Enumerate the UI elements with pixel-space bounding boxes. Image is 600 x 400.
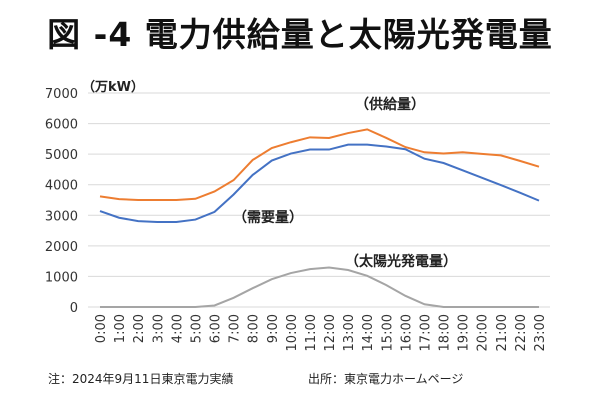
x-tick-label: 2:00: [132, 314, 147, 343]
series-label: （太陽光発電量）: [345, 253, 457, 270]
y-tick-label: 1000: [45, 270, 78, 285]
x-tick-label: 12:00: [323, 314, 338, 351]
x-tick-label: 0:00: [94, 314, 109, 343]
y-tick-label: 3000: [45, 209, 78, 224]
x-tick-label: 10:00: [285, 314, 300, 351]
x-tick-label: 13:00: [342, 314, 357, 351]
x-tick-label: 7:00: [228, 314, 243, 343]
x-tick-label: 17:00: [418, 314, 433, 351]
x-tick-label: 8:00: [247, 314, 262, 343]
x-tick-label: 11:00: [304, 314, 319, 351]
y-tick-label: 6000: [45, 118, 78, 133]
y-tick-label: 5000: [45, 148, 78, 163]
chart-title: 図 -4 電力供給量と太陽光発電量: [47, 15, 553, 54]
series-line-2: [100, 266, 539, 308]
x-tick-label: 20:00: [476, 314, 491, 351]
x-tick-label: 18:00: [438, 314, 453, 351]
x-tick-label: 6:00: [209, 314, 224, 343]
series-line-0: [99, 128, 540, 201]
series-label: （需要量）: [233, 209, 303, 226]
source-note: 出所：東京電力ホームページ: [308, 372, 464, 386]
series-line-1: [99, 143, 540, 224]
x-tick-label: 9:00: [266, 314, 281, 343]
series-label: （供給量）: [355, 96, 425, 113]
x-tick-label: 21:00: [495, 314, 510, 351]
x-tick-label: 14:00: [361, 314, 376, 351]
x-tick-label: 16:00: [399, 314, 414, 351]
x-tick-label: 4:00: [170, 314, 185, 343]
y-axis-unit: （万kW）: [82, 80, 144, 95]
x-tick-label: 23:00: [533, 314, 548, 351]
y-tick-label: 2000: [45, 240, 78, 255]
y-tick-label: 7000: [45, 87, 78, 102]
x-tick-label: 3:00: [151, 314, 166, 343]
y-tick-label: 4000: [45, 179, 78, 194]
x-tick-label: 1:00: [113, 314, 128, 343]
x-tick-label: 15:00: [380, 314, 395, 351]
y-tick-label: 0: [70, 301, 78, 316]
x-tick-label: 5:00: [189, 314, 204, 343]
x-tick-label: 22:00: [514, 314, 529, 351]
x-tick-label: 19:00: [457, 314, 472, 351]
footnote: 注：2024年9月11日東京電力実績: [48, 372, 234, 386]
